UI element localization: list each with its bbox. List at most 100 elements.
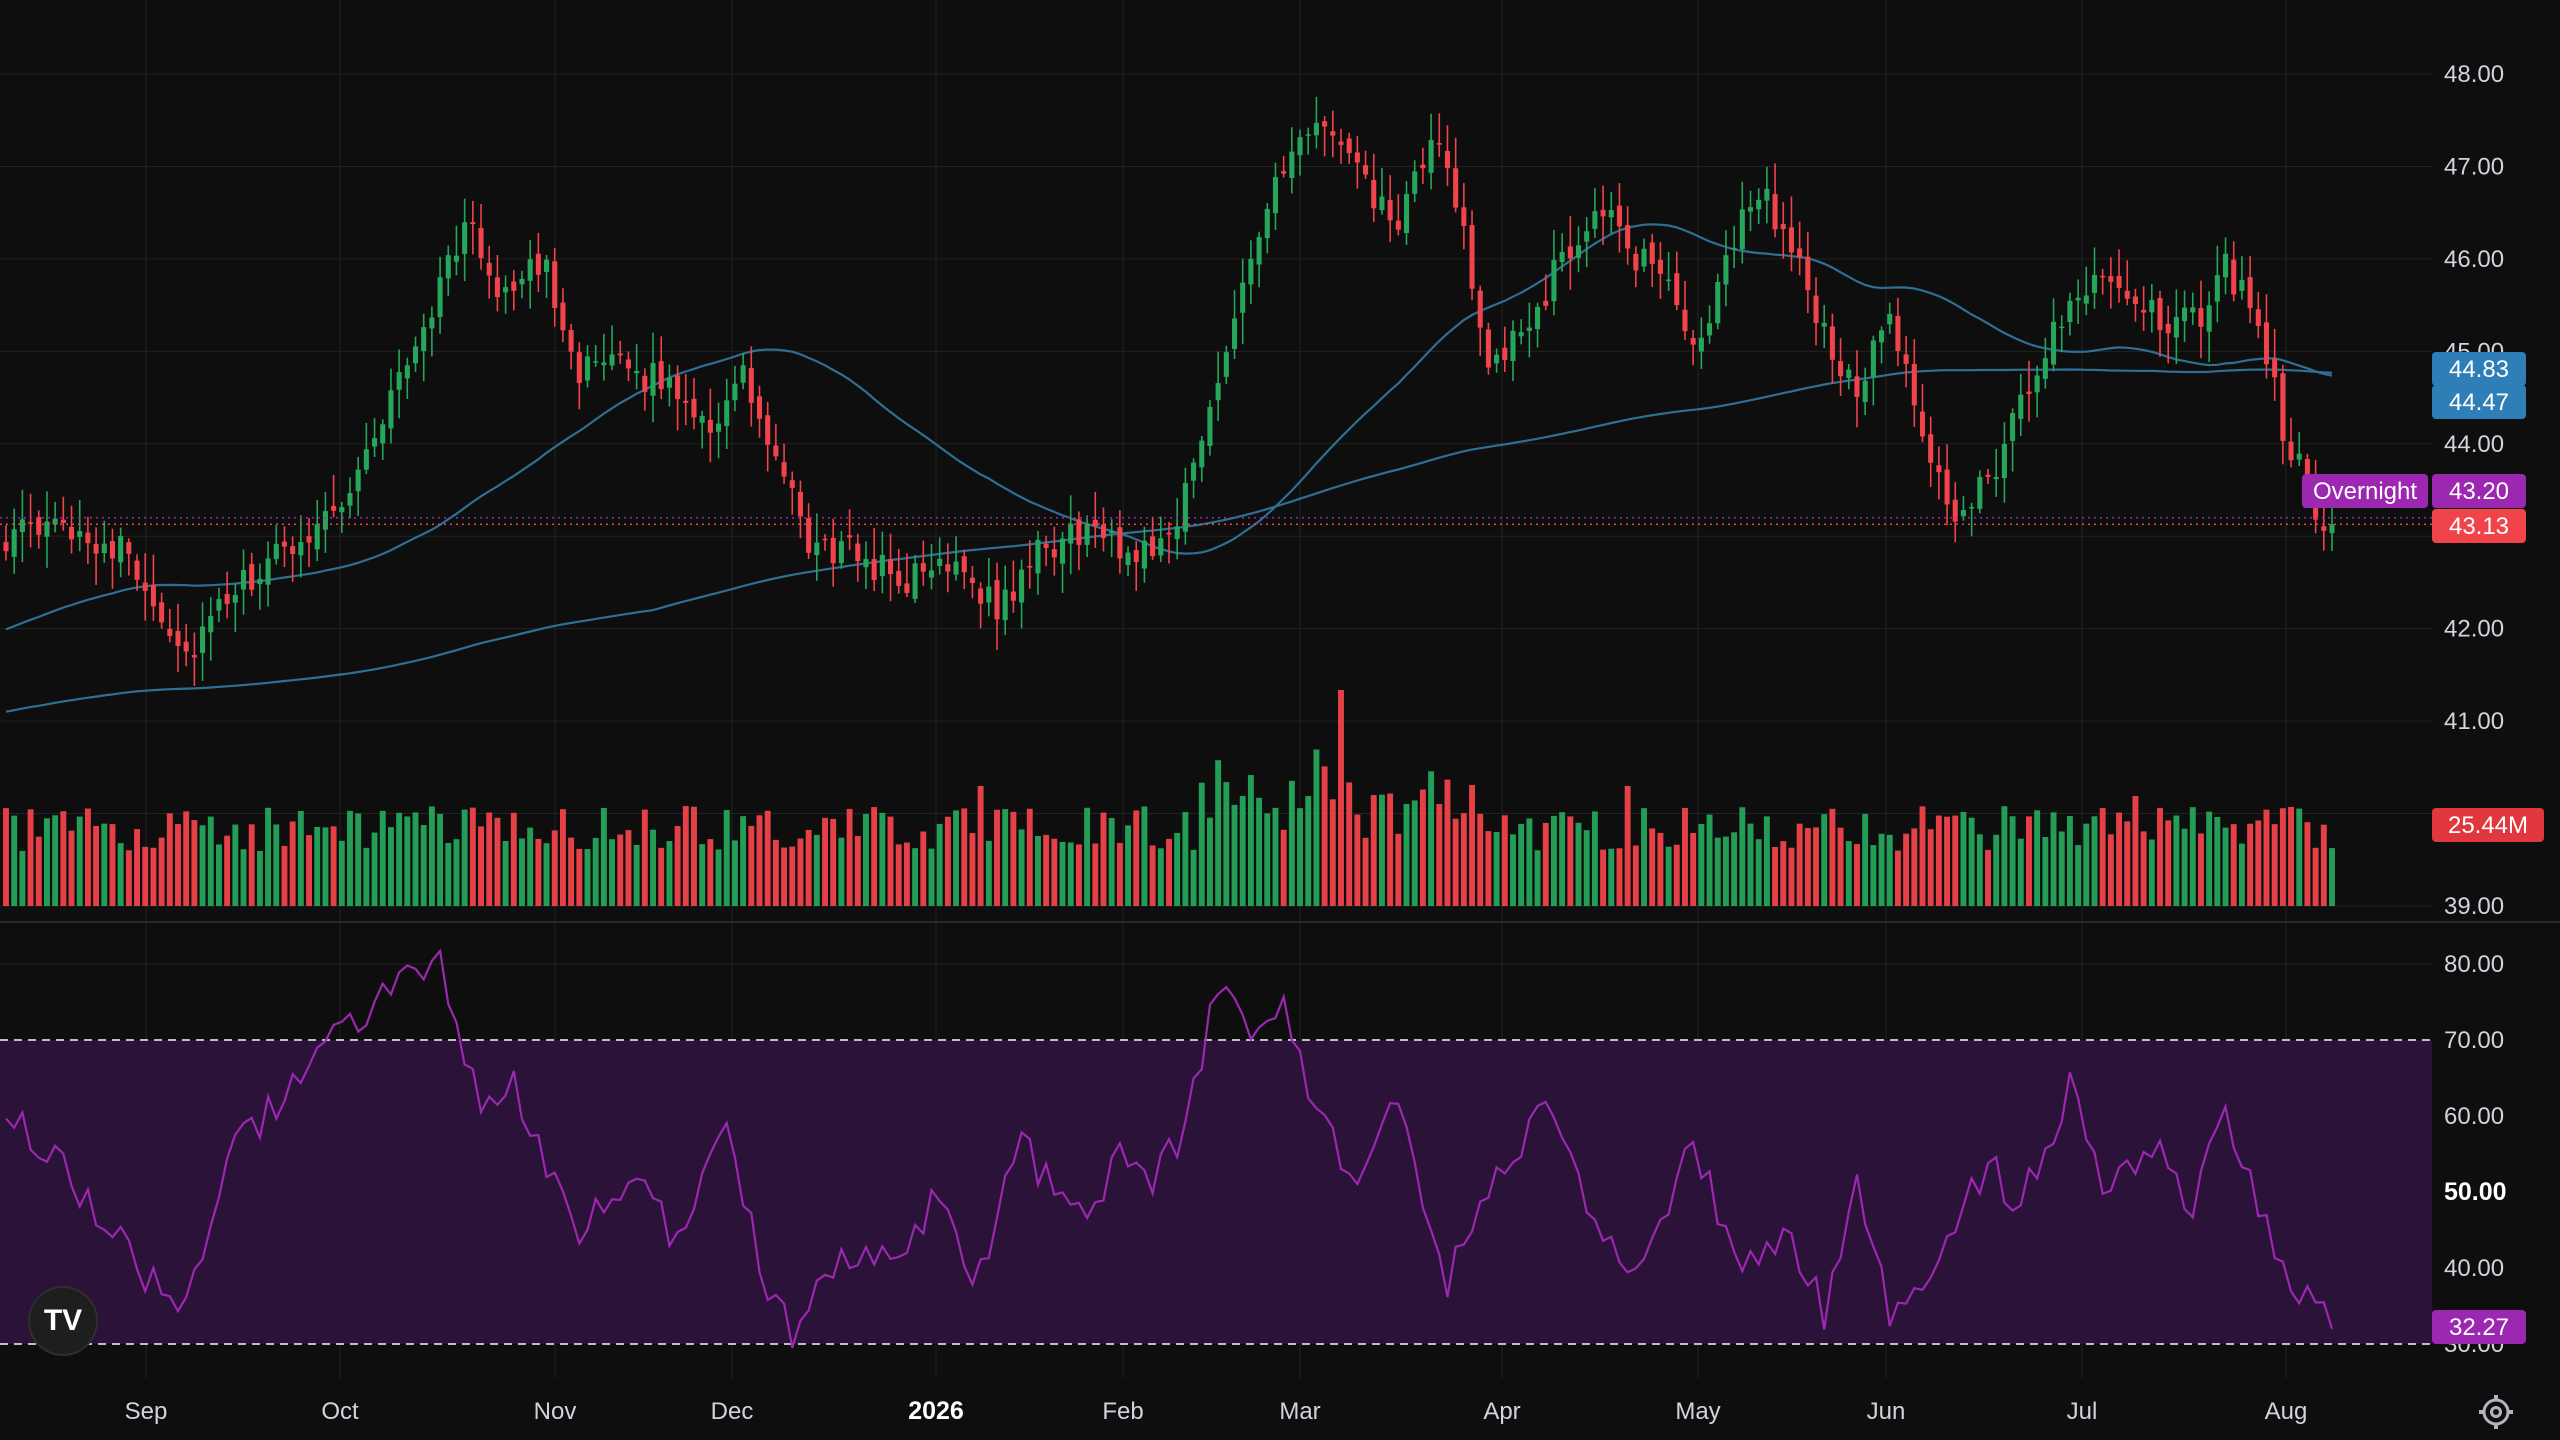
candle-body [830,537,836,564]
volume-bar [2042,837,2049,906]
volume-bar [1657,832,1664,906]
candle-body [920,563,926,572]
volume-bar [764,810,771,906]
volume-bar [1428,771,1435,906]
volume-bar [363,847,370,906]
volume-bar [1043,834,1050,906]
volume-bar [1469,785,1475,906]
candle-body [453,255,459,262]
volume-bar [1354,814,1361,906]
candle-body [519,278,525,285]
volume-bar [879,812,886,906]
volume-bar [2001,806,2008,906]
time-tick-label: Nov [534,1398,577,1425]
volume-bar [838,837,845,906]
volume-bar [961,808,968,906]
candle-body [1756,199,1762,210]
volume-bar [2288,806,2294,906]
volume-bar [1780,841,1787,906]
overnight-label: Overnight [2313,478,2417,505]
candle-body [1838,361,1844,377]
volume-bar [650,829,656,906]
time-tick-label: Jul [2067,1398,2098,1425]
rsi-tick-label: 70.00 [2444,1027,2504,1054]
candle-body [1502,347,1508,360]
volume-bar [2050,812,2057,906]
volume-bar [863,814,869,906]
volume-bar [1722,836,1729,906]
candle-body [1592,211,1598,229]
time-tick-label: Feb [1102,1398,1143,1425]
candle-body [1019,569,1025,603]
volume-bar [1698,823,1705,906]
volume-bar [494,817,501,906]
volume-bar [486,812,493,906]
volume-bar [1362,837,1369,906]
volume-bar [44,818,50,906]
candle-body [2272,358,2278,378]
volume-bar [2181,828,2188,906]
volume-bar [1223,782,1230,906]
volume-bar [2075,845,2082,906]
volume-bar [2255,820,2262,906]
rsi-line [5,948,2334,1349]
volume-bar [682,806,689,906]
candle-body [2173,317,2179,338]
moving-average-long-badge-bg [2432,385,2526,419]
candle-body [1174,526,1180,540]
volume-bar [117,843,124,906]
candle-body [683,400,689,403]
candle-body [372,438,378,447]
candle-body [208,615,214,633]
candle-body [1936,465,1942,473]
candle-body [1543,300,1549,306]
volume-bar [224,835,231,906]
candle-body [2034,375,2040,393]
candle-body [347,493,353,506]
candle-body [412,346,419,364]
volume-bar [1182,812,1189,906]
candle-body [953,561,959,575]
candle-body [191,654,197,658]
volume-bar [428,806,435,906]
volume-bar [1641,808,1647,906]
volume-bar [2238,843,2245,906]
volume-bar [1460,813,1467,906]
volume-bar [1059,842,1066,906]
candle-body [1420,164,1426,169]
candle-body [1035,539,1041,574]
volume-bar [1813,827,1819,906]
volume-bar [330,826,337,906]
candle-body [2280,373,2286,441]
time-tick-label: Dec [711,1398,754,1425]
candle-body [2132,296,2138,305]
candle-body [404,365,410,379]
volume-bar [183,811,190,906]
candle-body [2001,444,2007,479]
time-axis[interactable]: Sep Oct Nov Dec 2026 Feb Mar Apr May Jun Jul Aug [125,1397,2308,1425]
candle-body [1952,499,1958,522]
candle-body [1346,138,1352,154]
candle-body [1854,376,1860,397]
volume-bar [420,825,427,906]
candle-body [126,542,132,554]
candle-body [855,543,861,562]
candle-body [216,599,222,611]
rsi-value-badge: 32.27 [2449,1314,2509,1341]
volume-bar [2206,811,2213,906]
volume-bar [191,820,198,906]
volume-bar [2132,796,2139,906]
volume-bar [2009,816,2016,906]
candle-body [896,570,902,586]
volume-bar [2329,848,2335,906]
candle-body [2026,391,2032,395]
volume-bar [576,848,583,906]
candle-body [1944,469,1950,505]
candle-body [44,521,50,537]
gear-icon[interactable] [2476,1392,2516,1432]
tradingview-logo-icon[interactable]: TV [28,1286,98,1356]
